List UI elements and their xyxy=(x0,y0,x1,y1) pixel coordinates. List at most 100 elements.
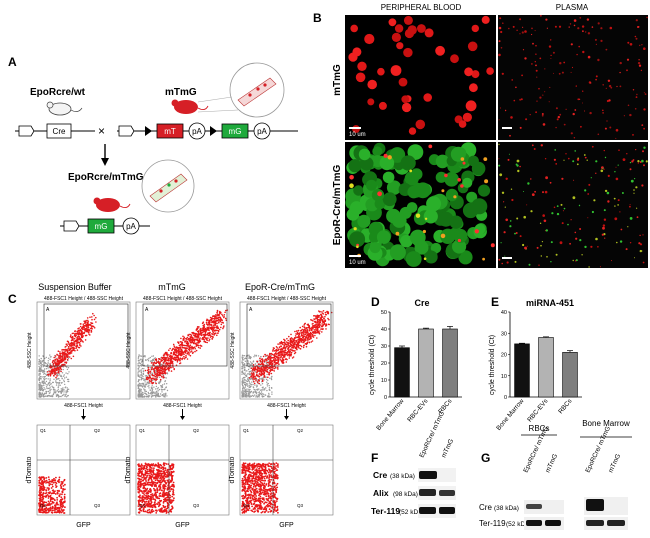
event-dot xyxy=(147,367,150,369)
event-dot xyxy=(172,484,174,487)
event-dot xyxy=(38,365,40,368)
event-dot xyxy=(45,495,48,497)
event-dot xyxy=(151,391,153,394)
cell-dot xyxy=(629,168,632,171)
event-dot xyxy=(189,346,191,349)
event-dot xyxy=(154,499,157,502)
event-dot xyxy=(42,366,44,368)
event-dot xyxy=(175,346,178,349)
event-dot xyxy=(220,317,222,320)
event-dot xyxy=(40,494,43,497)
cell-dot xyxy=(404,28,414,39)
cell-dot xyxy=(627,104,630,107)
event-dot xyxy=(158,381,161,383)
event-dot xyxy=(244,386,246,389)
event-dot xyxy=(51,480,54,483)
event-dot xyxy=(187,343,190,345)
cell-dot xyxy=(516,164,519,167)
event-dot xyxy=(182,335,184,338)
event-dot xyxy=(244,366,246,369)
flow-title-3: EpoR-Cre/mTmG xyxy=(245,282,315,292)
event-dot xyxy=(47,500,50,503)
event-dot xyxy=(171,349,173,352)
cell-dot xyxy=(602,109,604,112)
event-dot xyxy=(315,328,317,331)
cell-dot xyxy=(348,159,362,173)
event-dot xyxy=(153,473,156,476)
cell-dot xyxy=(577,27,580,30)
event-dot xyxy=(62,359,65,362)
event-dot xyxy=(141,386,144,388)
event-dot xyxy=(78,346,81,349)
event-dot xyxy=(42,484,45,487)
event-dot xyxy=(159,487,162,490)
mg-gene-box xyxy=(87,218,115,234)
event-dot xyxy=(52,368,54,370)
cell-dot xyxy=(401,95,410,104)
event-dot xyxy=(82,332,84,334)
cell-dot xyxy=(530,210,533,213)
dtomato-axis-label: dTomato xyxy=(125,456,132,483)
event-dot xyxy=(255,396,257,398)
event-dot xyxy=(206,318,208,321)
event-dot xyxy=(178,344,181,347)
event-dot xyxy=(149,356,151,359)
cell-dot xyxy=(645,160,648,163)
cell-dot xyxy=(545,18,548,21)
event-dot xyxy=(224,311,226,314)
mt-box-label: mT xyxy=(164,127,176,136)
event-dot xyxy=(222,327,224,330)
event-dot xyxy=(65,372,67,374)
event-dot xyxy=(137,365,139,367)
cell-dot xyxy=(410,168,423,181)
event-dot xyxy=(253,356,255,358)
event-dot xyxy=(144,356,146,358)
event-dot xyxy=(286,353,289,355)
event-dot xyxy=(146,487,149,490)
event-dot xyxy=(185,350,187,353)
event-dot xyxy=(40,500,43,503)
cell-dot xyxy=(641,159,644,163)
event-dot xyxy=(40,393,43,396)
event-dot xyxy=(242,372,244,374)
event-dot xyxy=(266,385,269,387)
cell-dot xyxy=(504,109,507,112)
event-dot xyxy=(66,378,69,381)
event-dot xyxy=(211,338,214,340)
cell-dot xyxy=(464,67,473,77)
cell-dot xyxy=(630,179,634,183)
event-dot xyxy=(52,393,55,396)
event-dot xyxy=(248,380,250,382)
cell-dot xyxy=(499,107,502,109)
event-dot xyxy=(142,372,145,375)
cell-dot xyxy=(417,24,426,33)
cell-dot xyxy=(534,190,536,193)
event-dot xyxy=(56,491,59,494)
event-dot xyxy=(83,324,85,327)
event-dot xyxy=(169,509,172,511)
event-dot xyxy=(51,512,54,514)
event-dot xyxy=(48,392,51,394)
flow-plot-group: 488-FSC1 Height / 488-SSC HeightA488-FSC… xyxy=(229,296,334,529)
event-dot xyxy=(59,493,61,495)
event-dot xyxy=(241,384,244,387)
event-dot xyxy=(76,337,78,339)
y-axis-label: 488-SSC Height xyxy=(126,332,132,369)
event-dot xyxy=(163,356,165,359)
event-dot xyxy=(164,467,167,470)
event-dot xyxy=(140,499,143,502)
event-dot xyxy=(263,395,265,398)
event-dot xyxy=(56,353,58,356)
event-dot xyxy=(212,315,214,318)
event-dot xyxy=(159,393,162,395)
event-dot xyxy=(180,351,183,353)
cell-dot xyxy=(546,27,549,29)
event-dot xyxy=(74,335,76,337)
event-dot xyxy=(39,499,41,502)
event-dot xyxy=(60,500,63,503)
event-dot xyxy=(170,366,172,369)
event-dot xyxy=(72,346,74,349)
event-dot xyxy=(137,491,140,493)
event-dot xyxy=(57,368,60,370)
event-dot xyxy=(208,332,210,334)
